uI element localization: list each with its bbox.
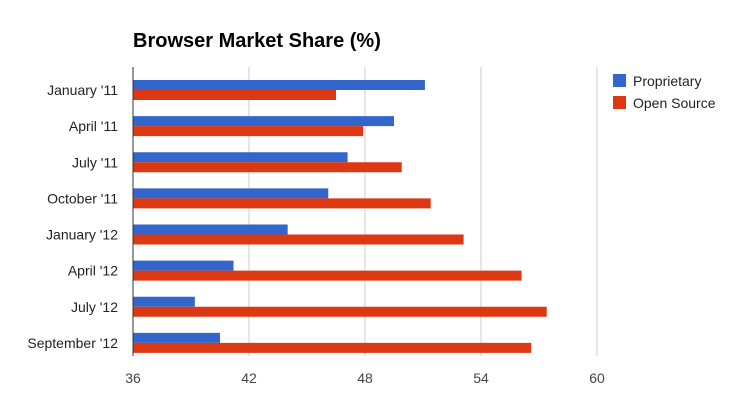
bar-open-source: [133, 342, 532, 353]
category-label: January '11: [47, 82, 118, 98]
bar-open-source: [133, 234, 464, 245]
legend-label: Proprietary: [633, 73, 701, 89]
chart-title: Browser Market Share (%): [133, 30, 381, 52]
bar-open-source: [133, 126, 364, 137]
bar-proprietary: [133, 332, 220, 343]
legend-swatch: [613, 96, 626, 109]
bars: [133, 80, 547, 353]
category-label: October '11: [47, 190, 118, 206]
category-label: April '12: [68, 263, 118, 279]
bar-proprietary: [133, 224, 288, 235]
x-tick-label: 54: [473, 370, 489, 386]
bar-proprietary: [133, 152, 348, 163]
category-label: January '12: [46, 227, 118, 243]
category-label: September '12: [27, 335, 118, 351]
bar-open-source: [133, 162, 402, 173]
legend: Proprietary Open Source: [613, 73, 716, 111]
bar-proprietary: [133, 116, 394, 127]
category-label: April '11: [69, 118, 118, 134]
x-tick-label: 42: [241, 370, 257, 386]
bar-proprietary: [133, 296, 195, 307]
x-tick-label: 60: [589, 370, 605, 386]
bar-open-source: [133, 306, 547, 317]
bar-open-source: [133, 90, 336, 100]
bar-proprietary: [133, 188, 329, 199]
x-tick-label: 48: [357, 370, 373, 386]
x-tick-label: 36: [125, 370, 141, 386]
legend-label: Open Source: [633, 95, 716, 111]
category-label: July '11: [72, 154, 118, 170]
bar-proprietary: [133, 260, 234, 271]
axes: 36 42 48 54 60 January '11 April '11 July '11 Oc…: [27, 67, 605, 386]
bar-open-source: [133, 270, 522, 281]
category-label: July '12: [71, 299, 118, 315]
bar-open-source: [133, 198, 431, 209]
bar-proprietary: [133, 80, 425, 90]
legend-swatch: [613, 74, 626, 87]
